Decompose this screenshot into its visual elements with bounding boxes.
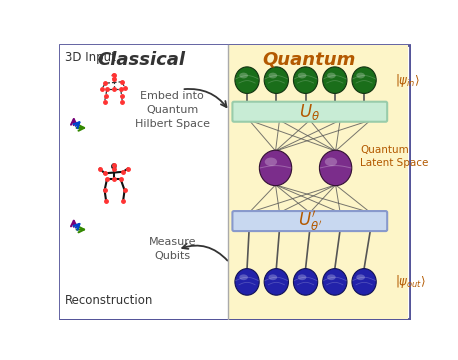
Text: 3D Input: 3D Input (65, 51, 115, 64)
Ellipse shape (264, 269, 289, 295)
Ellipse shape (356, 73, 365, 78)
Ellipse shape (352, 269, 376, 295)
Ellipse shape (298, 73, 306, 78)
FancyBboxPatch shape (228, 45, 408, 319)
Text: $U_{\theta'}^{\prime}$: $U_{\theta'}^{\prime}$ (298, 209, 322, 233)
Ellipse shape (259, 150, 292, 186)
Ellipse shape (356, 274, 365, 280)
Ellipse shape (239, 73, 248, 78)
Text: Quantum
Latent Space: Quantum Latent Space (360, 145, 429, 168)
Text: $|\psi_{out}\rangle$: $|\psi_{out}\rangle$ (395, 273, 426, 291)
Ellipse shape (327, 73, 336, 78)
Ellipse shape (298, 274, 306, 280)
Ellipse shape (327, 274, 336, 280)
Ellipse shape (325, 158, 337, 166)
Ellipse shape (265, 158, 277, 166)
Ellipse shape (239, 274, 248, 280)
Text: Quantum: Quantum (262, 51, 355, 69)
Text: $U_{\theta}$: $U_{\theta}$ (299, 102, 320, 122)
FancyBboxPatch shape (232, 102, 387, 122)
Ellipse shape (294, 67, 318, 94)
Ellipse shape (235, 269, 259, 295)
Ellipse shape (268, 73, 277, 78)
FancyBboxPatch shape (60, 45, 228, 319)
Text: Reconstruction: Reconstruction (65, 293, 153, 307)
Ellipse shape (323, 269, 347, 295)
Ellipse shape (319, 150, 352, 186)
Ellipse shape (235, 67, 259, 94)
Text: Classical: Classical (98, 51, 185, 69)
Text: Measure
Qubits: Measure Qubits (148, 237, 196, 261)
Ellipse shape (323, 67, 347, 94)
FancyBboxPatch shape (60, 45, 409, 319)
Ellipse shape (352, 67, 376, 94)
Ellipse shape (268, 274, 277, 280)
Ellipse shape (294, 269, 318, 295)
FancyBboxPatch shape (232, 211, 387, 231)
Text: $|\psi_{in}\rangle$: $|\psi_{in}\rangle$ (395, 72, 420, 89)
Ellipse shape (264, 67, 289, 94)
Text: Embed into
Quantum
Hilbert Space: Embed into Quantum Hilbert Space (135, 91, 210, 129)
